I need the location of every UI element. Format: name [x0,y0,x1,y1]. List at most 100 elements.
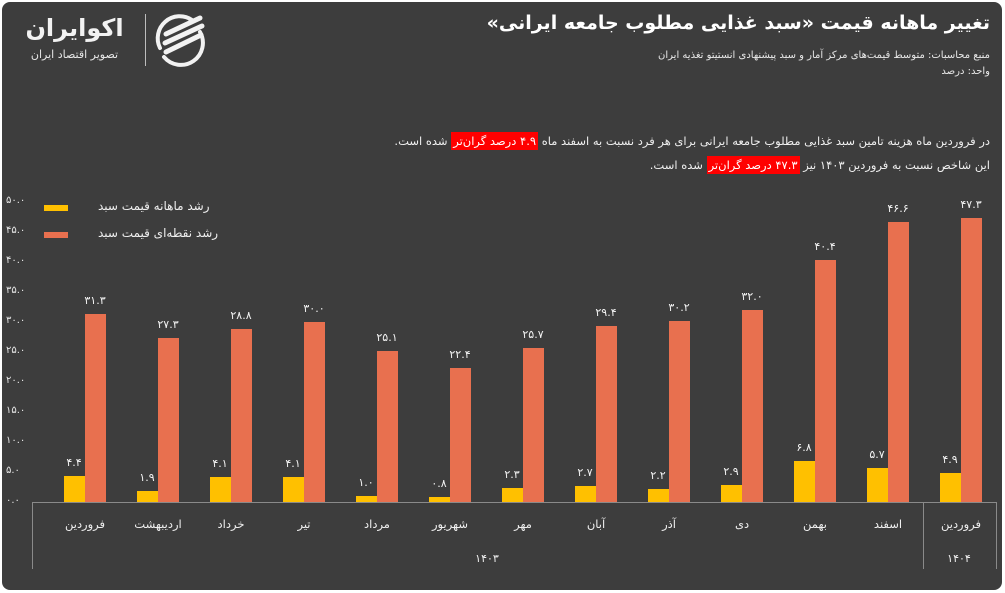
x-category-label: فروردین [64,517,106,531]
bar-yoy [523,347,544,502]
annotation-line-2: این شاخص نسبت به فروردین ۱۴۰۳ نیز ۴۷.۳ د… [649,156,990,174]
value-label-monthly: ۱.۰ [358,476,374,489]
x-category-label: فروردین [940,517,982,531]
value-label-yoy: ۲۸.۸ [230,309,252,323]
bar-monthly [575,485,596,502]
value-label-yoy: ۳۱.۳ [84,294,106,308]
value-label-monthly: ۲.۹ [723,464,739,478]
legend-swatch-yoy [44,232,68,238]
bar-monthly [502,488,523,502]
legend-item-monthly: رشد ماهانه قیمت سبد [44,199,244,219]
y-tick: ۳۵.۰ [6,285,26,296]
legend-item-yoy: رشد نقطه‌ای قیمت سبد [44,226,244,246]
bar-yoy [304,322,325,502]
bar-monthly [794,461,815,502]
bar-monthly [283,477,304,502]
x-category-label: تیر [297,517,311,531]
value-label-yoy: ۲۹.۴ [595,305,617,319]
value-label-yoy: ۴۶.۶ [887,202,909,216]
bar-monthly [867,467,888,502]
y-tick: ۱۰.۰ [6,435,26,446]
x-category-label: خرداد [217,517,245,531]
value-label-yoy: ۴۰.۴ [814,239,836,253]
x-category-label: بهمن [803,517,827,531]
x-category-label: مهر [514,517,532,531]
legend-swatch-monthly [44,205,68,211]
bar-monthly [64,475,85,502]
legend-label: رشد ماهانه قیمت سبد [98,199,210,213]
value-label-monthly: ۴.۱ [285,457,301,471]
bar-yoy [815,259,836,502]
logo-divider [145,14,146,66]
x-category-label: مرداد [364,517,390,531]
year-bracket-1404 [923,502,997,569]
value-label-monthly: ۴.۱ [212,457,228,471]
data-source: منبع محاسبات: متوسط قیمت‌های مرکز آمار و… [658,50,990,61]
annotation-text: این شاخص نسبت به فروردین ۱۴۰۳ نیز [803,158,990,172]
bar-yoy [669,320,690,502]
annotation-highlight: ۴.۹ درصد گران‌تر [451,132,539,150]
bar-yoy [85,314,106,502]
y-tick: ۴۰.۰ [6,255,26,266]
bar-yoy [596,325,617,502]
ecoiran-swoosh-logo-icon [155,14,205,67]
value-label-monthly: ۲.۷ [577,465,593,479]
value-label-monthly: ۱.۹ [139,470,155,484]
y-tick: ۰.۰ [6,495,20,506]
value-label-monthly: ۲.۲ [650,468,666,482]
y-tick: ۳۰.۰ [6,315,26,326]
value-label-monthly: ۵.۷ [869,447,885,461]
bar-yoy [961,218,982,502]
value-label-monthly: ۴.۹ [942,452,958,466]
value-label-yoy: ۲۷.۳ [157,318,179,332]
value-label-monthly: ۴.۴ [66,455,82,469]
chart-title: تغییر ماهانه قیمت «سبد غذایی مطلوب جامعه… [486,12,990,34]
x-category-label: اسفند [873,517,903,531]
y-tick: ۴۵.۰ [6,225,26,236]
bar-yoy [450,367,471,502]
brand-name: اکوایران [25,14,124,42]
value-label-yoy: ۲۵.۷ [522,327,544,341]
brand-logo: اکوایران تصویر اقتصاد ایران [12,10,207,70]
bar-monthly [940,472,961,502]
y-tick: ۲۰.۰ [6,375,26,386]
y-tick: ۵۰.۰ [6,195,26,206]
x-category-label: شهریور [432,517,468,531]
unit-label: واحد: درصد [941,66,990,77]
annotation-highlight: ۴۷.۳ درصد گران‌تر [706,156,800,174]
value-label-yoy: ۳۰.۲ [668,300,690,314]
bar-yoy [742,310,763,502]
brand-tagline: تصویر اقتصاد ایران [30,48,119,61]
annotation-text: شده است. [394,134,448,148]
x-category-label: آبان [586,517,606,531]
x-category-label: آذر [662,517,676,531]
year-label-1403: ۱۴۰۳ [475,552,499,565]
bar-monthly [210,477,231,502]
y-tick: ۲۵.۰ [6,345,26,356]
annotation-text: در فروردین ماه هزینه تامین سبد غذایی مطل… [541,134,990,148]
y-tick: ۱۵.۰ [6,405,26,416]
bar-yoy [231,329,252,502]
x-category-label: اردیبهشت [134,517,182,531]
year-label-1404: ۱۴۰۴ [947,552,971,565]
value-label-monthly: ۲.۳ [504,468,520,482]
value-label-yoy: ۲۲.۴ [449,347,471,361]
bar-monthly [648,488,669,502]
value-label-yoy: ۳۲.۰ [741,290,763,303]
bar-yoy [888,222,909,502]
legend-label: رشد نقطه‌ای قیمت سبد [98,226,219,240]
bar-monthly [356,496,377,502]
value-label-yoy: ۳۰.۰ [303,302,325,315]
annotation-line-1: در فروردین ماه هزینه تامین سبد غذایی مطل… [394,132,990,150]
annotation-text: شده است. [649,158,703,172]
bar-yoy [377,351,398,502]
bar-monthly [429,497,450,502]
x-category-label: دی [734,517,750,531]
y-tick: ۵.۰ [6,465,20,476]
bar-yoy [158,338,179,502]
bar-monthly [137,490,158,502]
bar-monthly [721,484,742,502]
value-label-monthly: ۰.۸ [431,477,447,491]
value-label-monthly: ۶.۸ [796,441,812,455]
